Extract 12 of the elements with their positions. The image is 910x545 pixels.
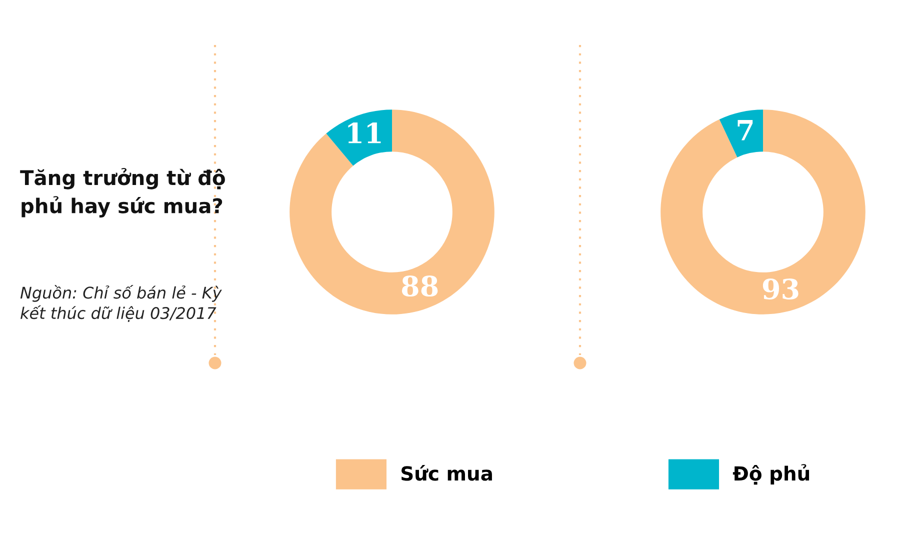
donut-slice [290, 110, 494, 314]
text: Tăng trưởng từ độ phủ hay sức mua? [20, 168, 225, 218]
data-label: 88 [402, 276, 438, 297]
text: Nguồn: Chỉ số bán lẻ - Kỳ kết thúc dữ liệu 03/2017 [20, 285, 222, 322]
legend-label: Độ phủ [732, 464, 810, 485]
data-label: 93 [762, 278, 798, 300]
donut-slice [719, 110, 763, 158]
data-label: 7 [738, 120, 753, 140]
donut-slice [326, 110, 392, 166]
data-label: 11 [348, 122, 381, 144]
donut-slice [660, 110, 866, 314]
legend-label: Sức mua [402, 464, 492, 481]
